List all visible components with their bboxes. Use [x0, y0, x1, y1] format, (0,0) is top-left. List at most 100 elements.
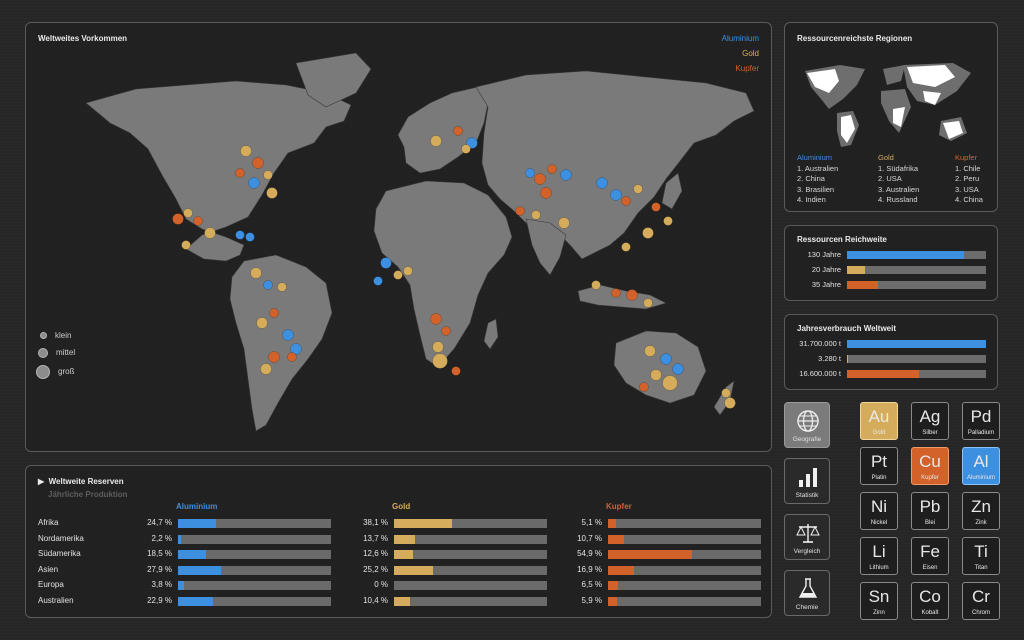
- range-panel: Ressourcen Reichweite 130 Jahre 20 Jahre…: [784, 225, 998, 301]
- deposit-marker: [240, 145, 252, 157]
- deposit-marker: [534, 173, 546, 185]
- consumption-fill: [847, 355, 849, 363]
- region-col-gold: Gold 1. Südafrika 2. USA 3. Australien 4…: [878, 153, 919, 206]
- element-name: Silber: [922, 430, 938, 436]
- india-shape: [525, 218, 567, 276]
- region-item: 4. Indien: [797, 195, 826, 204]
- nav-statistik-button[interactable]: Statistik: [784, 458, 830, 504]
- region-item: 1. Südafrika: [878, 163, 919, 173]
- range-label: 130 Jahre: [807, 250, 841, 259]
- element-name: Lithium: [869, 565, 889, 571]
- element-tile-kobalt[interactable]: Co Kobalt: [911, 582, 949, 620]
- nav-vergleich-button[interactable]: Vergleich: [784, 514, 830, 560]
- element-name: Aluminium: [966, 475, 995, 481]
- element-tile-platin[interactable]: Pt Platin: [860, 447, 898, 485]
- element-symbol: Pb: [919, 497, 941, 516]
- reserves-percent: 3,8 %: [151, 580, 172, 589]
- deposit-marker: [245, 232, 255, 242]
- element-name: Kobalt: [921, 610, 939, 616]
- deposit-marker: [373, 276, 383, 286]
- reserves-percent: 16,9 %: [577, 564, 602, 574]
- deposit-marker: [277, 282, 287, 292]
- size-legend-medium: mittel: [38, 348, 75, 358]
- reserves-track: [178, 550, 331, 559]
- continents: [85, 52, 755, 432]
- element-symbol: Cu: [919, 452, 941, 471]
- reserves-row: Südamerika 18,5 % 12,6 % 54,9 %: [26, 547, 771, 561]
- deposit-marker: [531, 210, 541, 220]
- element-name: Nickel: [870, 520, 888, 526]
- deposit-marker: [596, 177, 608, 189]
- element-tile-aluminium[interactable]: Al Aluminium: [962, 447, 1000, 485]
- element-tile-kupfer[interactable]: Cu Kupfer: [911, 447, 949, 485]
- deposit-marker: [610, 189, 622, 201]
- region-item: 3. Brasilien: [797, 184, 835, 194]
- consumption-label: 31.700.000 t: [799, 339, 841, 348]
- australia-shape: [613, 330, 707, 404]
- deposit-marker: [204, 227, 216, 239]
- reserves-panel: ▶ Weltweite Reserven Jährliche Produktio…: [25, 465, 772, 618]
- region-item: 1. Australien: [797, 163, 839, 173]
- asia-shape: [475, 70, 755, 260]
- region-heading-gold: Gold: [878, 153, 894, 162]
- element-name: Kupfer: [921, 475, 939, 481]
- element-tile-lithium[interactable]: Li Lithium: [860, 537, 898, 575]
- deposit-marker: [466, 137, 478, 149]
- element-tile-titan[interactable]: Ti Titan: [962, 537, 1000, 575]
- deposit-marker: [642, 227, 654, 239]
- reserves-track: [178, 581, 331, 590]
- element-tile-palladium[interactable]: Pd Palladium: [962, 402, 1000, 440]
- consumption-row: 16.600.000 t: [785, 367, 997, 379]
- globe-icon: [797, 410, 819, 432]
- deposit-marker: [269, 308, 279, 318]
- element-tile-nickel[interactable]: Ni Nickel: [860, 492, 898, 530]
- reserves-track: [394, 534, 547, 544]
- region-item: 3. Australien: [878, 184, 920, 194]
- deposit-marker: [724, 397, 736, 409]
- consumption-label: 16.600.000 t: [799, 369, 841, 378]
- deposit-marker: [560, 169, 572, 181]
- deposit-marker: [260, 363, 272, 375]
- region-heading-aluminium: Aluminium: [797, 153, 833, 162]
- consumption-label: 3.280 t: [818, 354, 841, 363]
- element-tile-zinn[interactable]: Sn Zinn: [860, 582, 898, 620]
- nav-geografie-button[interactable]: Geografie: [784, 402, 830, 448]
- element-tile-gold[interactable]: Au Gold: [860, 402, 898, 440]
- north-america-shape: [85, 80, 352, 262]
- reserves-track: [394, 519, 547, 528]
- consumption-track: [847, 340, 986, 348]
- reserves-cell: 18,5 %: [126, 547, 331, 561]
- element-symbol: Co: [919, 587, 941, 606]
- element-symbol: Pt: [870, 452, 888, 471]
- element-tile-blei[interactable]: Pb Blei: [911, 492, 949, 530]
- reserves-fill: [394, 596, 410, 606]
- deposit-marker: [626, 289, 638, 301]
- large-dot-icon: [36, 365, 50, 379]
- element-tile-chrom[interactable]: Cr Chrom: [962, 582, 1000, 620]
- nav-label: Statistik: [795, 492, 819, 499]
- nav-chemie-button[interactable]: Chemie: [784, 570, 830, 616]
- consumption-fill: [847, 340, 986, 348]
- japan-shape: [661, 172, 683, 210]
- deposit-marker: [430, 313, 442, 325]
- range-title: Ressourcen Reichweite: [797, 235, 887, 244]
- element-tile-eisen[interactable]: Fe Eisen: [911, 537, 949, 575]
- legend-kupfer: Kupfer: [735, 64, 759, 73]
- deposit-marker: [451, 366, 461, 376]
- reserves-track: [394, 581, 547, 590]
- madagascar-shape: [483, 318, 499, 350]
- reserves-fill: [608, 565, 634, 575]
- reserves-region-label: Afrika: [38, 518, 59, 527]
- range-fill: [847, 251, 964, 259]
- reserves-region-label: Australien: [38, 595, 74, 605]
- element-tile-zink[interactable]: Zn Zink: [962, 492, 1000, 530]
- reserves-track: [608, 581, 761, 590]
- nav-label: Geografie: [792, 436, 822, 443]
- reserves-title[interactable]: ▶ Weltweite Reserven: [38, 477, 124, 486]
- deposit-markers: [172, 126, 736, 409]
- region-item: 3. USA: [955, 184, 979, 194]
- reserves-cell: 2,2 %: [126, 532, 331, 546]
- reserves-cell: 54,9 %: [556, 547, 761, 561]
- reserves-subtitle: Jährliche Produktion: [48, 490, 128, 499]
- element-tile-silber[interactable]: Ag Silber: [911, 402, 949, 440]
